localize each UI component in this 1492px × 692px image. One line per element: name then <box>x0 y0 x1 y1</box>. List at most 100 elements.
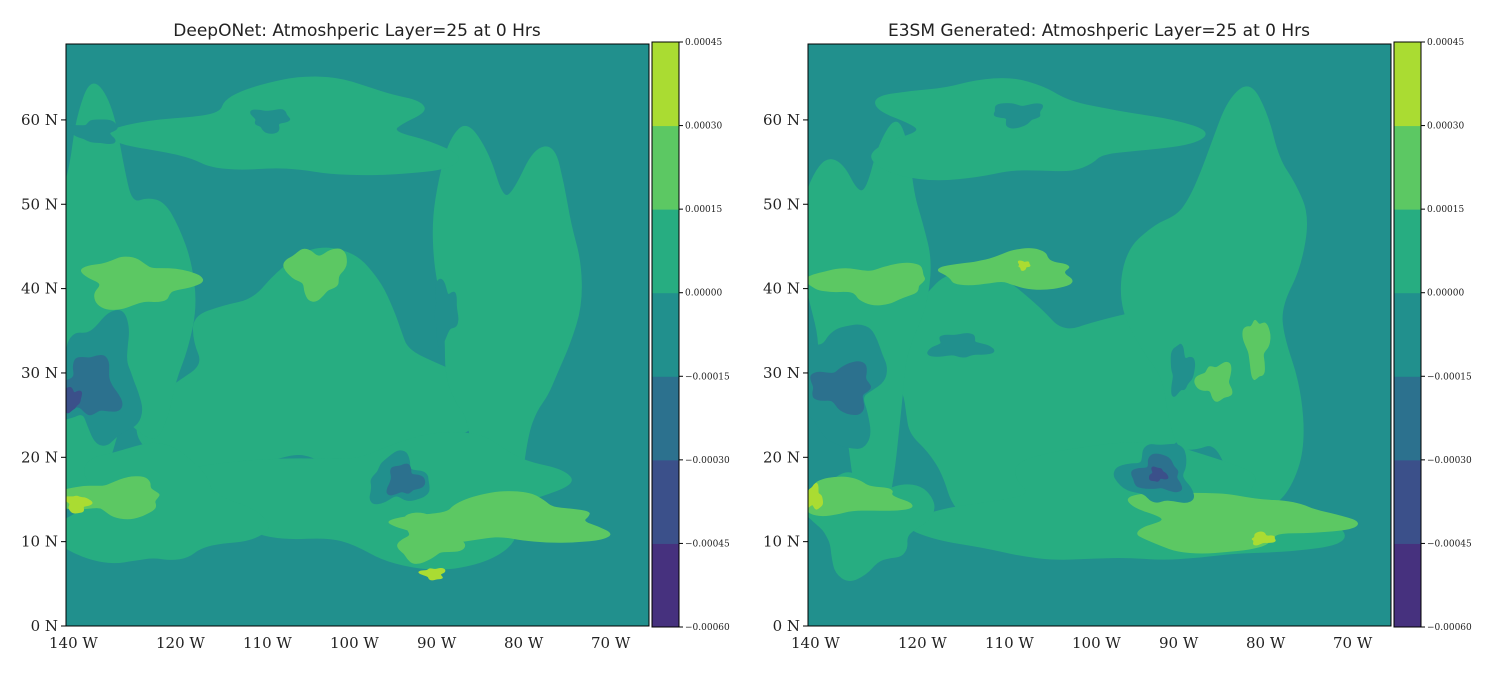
contour-region <box>1148 466 1169 482</box>
e3sm-title: E3SM Generated: Atmoshperic Layer=25 at … <box>888 21 1310 41</box>
colorbar-swatch <box>652 543 679 628</box>
colorbar-tick-label: −0.00015 <box>1427 372 1472 382</box>
deeponet-colorbar: −0.00060 −0.00045 −0.00030 −0.00015 0.00000 0… <box>651 38 730 633</box>
contour-region <box>871 78 1206 181</box>
e3sm-colorbar: −0.00060 −0.00045 −0.00030 −0.00015 0.00000 0… <box>1393 38 1472 633</box>
y-tick-label: 20 N <box>763 448 800 466</box>
x-tick-label: 70 W <box>591 634 631 652</box>
contour-region <box>433 278 459 348</box>
x-tick-label: 120 W <box>156 634 205 652</box>
contour-region <box>808 482 824 510</box>
e3sm-axes: 0 N 10 N 20 N 30 N 40 N 50 N 60 N 140 W 120 W 110… <box>763 43 1392 652</box>
y-tick-label: 40 N <box>21 280 58 298</box>
e3sm-panel: E3SM Generated: Atmoshperic Layer=25 at … <box>763 21 1472 652</box>
colorbar-tick-label: −0.00060 <box>1427 623 1472 633</box>
contour-region <box>1194 361 1233 402</box>
x-tick-label: 140 W <box>49 634 98 652</box>
y-tick-label: 60 N <box>763 111 800 129</box>
contour-region <box>1127 492 1358 554</box>
contour-region <box>1170 343 1196 397</box>
colorbar-swatch <box>1394 459 1421 544</box>
colorbar-tick-label: −0.00030 <box>1427 456 1472 466</box>
colorbar-tick-label: −0.00045 <box>1427 539 1472 549</box>
colorbar-swatch <box>1394 543 1421 628</box>
y-tick-label: 10 N <box>21 533 58 551</box>
x-tick-label: 110 W <box>243 634 292 652</box>
contour-region <box>1242 319 1271 381</box>
colorbar-tick-label: −0.00060 <box>685 623 730 633</box>
x-tick-label: 70 W <box>1333 634 1373 652</box>
contour-region <box>66 476 160 520</box>
y-tick-label: 40 N <box>763 280 800 298</box>
contour-region <box>937 248 1073 290</box>
deeponet-title: DeepONet: Atmoshperic Layer=25 at 0 Hrs <box>173 21 541 41</box>
colorbar-tick-label: 0.00000 <box>685 289 722 299</box>
colorbar-swatch <box>652 376 679 461</box>
contour-region <box>107 76 459 176</box>
contour-region <box>1251 531 1276 546</box>
x-tick-label: 80 W <box>504 634 544 652</box>
colorbar-frame <box>1393 41 1422 628</box>
deeponet-panel: DeepONet: Atmoshperic Layer=25 at 0 Hrs … <box>21 21 730 652</box>
contour-region <box>250 109 291 134</box>
contour-region <box>993 103 1044 129</box>
contour-region <box>66 119 118 144</box>
contour-region <box>397 512 466 564</box>
colorbar-tick-label: −0.00045 <box>685 539 730 549</box>
contour-region <box>808 262 925 306</box>
contour-region <box>66 442 269 564</box>
contour-region <box>927 333 995 358</box>
y-tick-label: 20 N <box>21 448 58 466</box>
y-tick-label: 30 N <box>21 364 58 382</box>
colorbar-swatch <box>1394 292 1421 377</box>
e3sm-contour-map <box>808 44 1391 626</box>
colorbar-swatch <box>652 42 679 127</box>
colorbar-tick-label: −0.00015 <box>685 372 730 382</box>
contour-region <box>1120 86 1308 508</box>
x-tick-label: 110 W <box>985 634 1034 652</box>
colorbar-swatch <box>1394 209 1421 294</box>
colorbar-swatch <box>652 209 679 294</box>
x-tick-label: 120 W <box>898 634 947 652</box>
y-tick-label: 50 N <box>21 195 58 213</box>
colorbar-tick-label: −0.00030 <box>685 456 730 466</box>
x-tick-label: 100 W <box>1072 634 1121 652</box>
colorbar-tick-label: 0.00030 <box>685 122 722 132</box>
colorbar-tick-label: 0.00015 <box>685 205 722 215</box>
colorbar-swatch <box>652 125 679 210</box>
colorbar-swatch <box>652 292 679 377</box>
x-tick-label: 80 W <box>1246 634 1286 652</box>
colorbar-frame <box>651 41 680 628</box>
contour-region <box>80 256 204 310</box>
contour-region <box>66 495 93 514</box>
y-tick-label: 30 N <box>763 364 800 382</box>
colorbar-tick-label: 0.00015 <box>1427 205 1464 215</box>
colorbar-swatch <box>1394 125 1421 210</box>
contour-region <box>283 248 347 302</box>
contour-region <box>66 386 83 414</box>
x-tick-label: 90 W <box>1159 634 1199 652</box>
contour-region <box>386 463 426 496</box>
y-tick-label: 10 N <box>763 533 800 551</box>
x-tick-label: 90 W <box>417 634 457 652</box>
deeponet-contour-map <box>66 44 649 626</box>
contour-region <box>418 567 446 581</box>
contour-region <box>810 361 872 416</box>
colorbar-tick-label: 0.00045 <box>685 38 722 48</box>
x-tick-label: 140 W <box>791 634 840 652</box>
colorbar-tick-label: 0.00045 <box>1427 38 1464 48</box>
y-tick-label: 60 N <box>21 111 58 129</box>
contour-region <box>136 247 493 485</box>
contour-region <box>1017 260 1031 271</box>
y-tick-label: 0 N <box>31 617 58 635</box>
colorbar-swatch <box>1394 376 1421 461</box>
contour-region <box>808 476 913 517</box>
y-tick-label: 50 N <box>763 195 800 213</box>
plot-frame <box>807 43 1392 627</box>
colorbar-tick-label: 0.00000 <box>1427 289 1464 299</box>
colorbar-swatch <box>1394 42 1421 127</box>
y-tick-label: 0 N <box>773 617 800 635</box>
x-tick-label: 100 W <box>330 634 379 652</box>
deeponet-axes: 0 N 10 N 20 N 30 N 40 N 50 N 60 N 140 W 120 W 110… <box>21 43 650 652</box>
